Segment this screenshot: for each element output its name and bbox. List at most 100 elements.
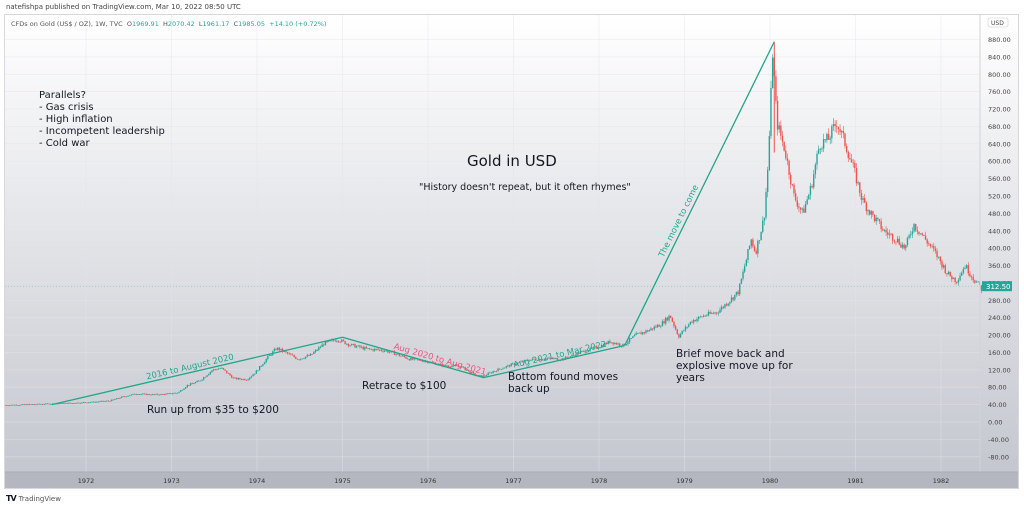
candle-body: [798, 206, 800, 208]
trend-line[interactable]: [624, 41, 775, 346]
candle-body: [808, 194, 810, 200]
candle-body: [837, 127, 840, 130]
y-tick-label: 280.00: [988, 297, 1011, 305]
candle-body: [949, 271, 951, 277]
candle-body: [308, 355, 310, 356]
candle-body: [216, 369, 218, 371]
candle-body: [872, 211, 874, 215]
candle-body: [405, 356, 407, 359]
candle-body: [895, 241, 897, 243]
open-label: O: [126, 20, 132, 28]
tradingview-brand: TradingView: [18, 494, 61, 503]
candle-body: [395, 354, 397, 355]
candle-body: [941, 261, 943, 268]
candle-body: [303, 358, 305, 360]
candle-body: [252, 374, 254, 377]
candle-body: [102, 400, 105, 402]
candle-body: [288, 353, 290, 355]
candle-body: [408, 359, 410, 361]
candle-body: [572, 354, 575, 356]
y-tick-label: 520.00: [988, 193, 1011, 201]
candle-body: [523, 360, 526, 362]
candle-body: [842, 131, 845, 134]
candle-body: [401, 355, 404, 357]
candle-body: [768, 136, 771, 170]
candle-body: [780, 125, 782, 136]
tradingview-footer[interactable]: TV TradingView: [6, 494, 61, 503]
candle-body: [9, 404, 11, 406]
candle-body: [574, 355, 577, 356]
candle-body: [929, 244, 932, 246]
candle-body: [482, 375, 484, 378]
trend-line[interactable]: [483, 344, 625, 379]
candle-body: [314, 350, 317, 353]
candle-body: [911, 231, 914, 235]
candle-body: [599, 347, 601, 349]
candle-body: [822, 139, 825, 149]
candle-body: [628, 338, 631, 343]
candle-body: [148, 394, 151, 395]
candle-body: [137, 394, 139, 396]
candle-body: [592, 347, 595, 349]
y-axis[interactable]: 880.00 840.00 800.00 760.00 720.00 680.00 640.…: [5, 15, 1012, 489]
candle-body: [814, 164, 817, 175]
candle-body: [15, 404, 17, 406]
candle-body: [480, 375, 483, 378]
candle-body: [678, 334, 680, 338]
candle-body: [58, 403, 60, 405]
x-axis[interactable]: 1972 1973 1974 1975 1976 1977 1978 1979 1980 1981…: [5, 471, 1019, 489]
currency-button[interactable]: [987, 17, 1009, 28]
candle-body: [199, 380, 202, 382]
candle-body: [191, 383, 193, 385]
candle-body: [824, 139, 826, 141]
bottom-note-line: back up: [508, 383, 550, 395]
candle-body: [101, 400, 103, 402]
candle-body: [46, 403, 49, 405]
candle-body: [362, 346, 364, 350]
candle-body: [359, 345, 361, 348]
candle-body: [742, 271, 744, 279]
candle-body: [25, 404, 27, 406]
candle-body: [10, 404, 13, 406]
candle-body: [87, 402, 90, 404]
candle-body: [163, 394, 165, 395]
candle-body: [914, 224, 917, 231]
candle-body: [237, 378, 239, 380]
candle-body: [263, 362, 266, 365]
y-tick-label: 240.00: [988, 314, 1011, 322]
candle-body: [526, 359, 529, 361]
trend-lines[interactable]: [51, 41, 775, 406]
candle-body: [538, 359, 540, 361]
candle-body: [755, 250, 757, 254]
candle-body: [931, 245, 933, 247]
candle-body: [357, 345, 359, 347]
candle-body: [975, 281, 978, 283]
candle-body: [576, 352, 578, 356]
candle-body: [709, 311, 711, 314]
candle-body: [403, 355, 406, 357]
candle-body: [854, 163, 856, 169]
candle-body: [737, 291, 739, 295]
candle-body: [923, 235, 925, 236]
candle-body: [926, 239, 928, 244]
candle-body: [173, 392, 175, 394]
candle-body: [130, 394, 133, 396]
candle-body: [268, 354, 271, 356]
trend-line[interactable]: [51, 336, 343, 406]
candle-body: [214, 369, 216, 371]
candle-body: [242, 378, 244, 380]
candle-body: [168, 393, 170, 395]
chart-frame[interactable]: 2016 to August 2020 Aug 2020 to Aug 2021 A…: [4, 14, 1019, 489]
y-tick-label: 800.00: [988, 71, 1011, 79]
candle-body: [273, 348, 276, 352]
x-tick-label: 1976: [420, 477, 437, 485]
candle-body: [849, 158, 851, 160]
candle-body: [452, 364, 455, 366]
price-chart[interactable]: 2016 to August 2020 Aug 2020 to Aug 2021 A…: [5, 15, 1019, 489]
candle-body: [860, 192, 863, 200]
candle-body: [270, 354, 272, 356]
trend-line[interactable]: [342, 336, 484, 379]
candle-body: [508, 365, 511, 367]
candle-body: [367, 348, 369, 350]
candle-body: [888, 233, 891, 235]
